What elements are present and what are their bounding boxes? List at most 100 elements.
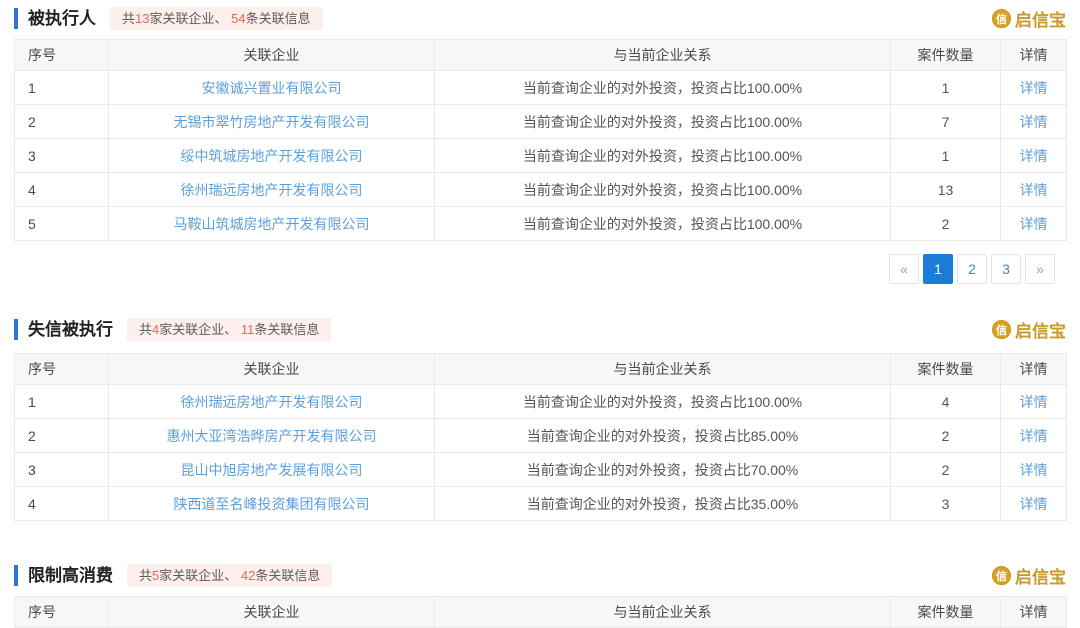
detail-link[interactable]: 详情 [1019,147,1048,164]
table-row: 2 惠州大亚湾浩晔房产开发有限公司 当前查询企业的对外投资，投资占比85.00%… [14,418,1067,453]
company-link[interactable]: 昆山中旭房地产发展有限公司 [180,461,363,478]
row-index: 1 [14,70,109,105]
relation-text: 当前查询企业的对外投资，投资占比85.00% [434,418,891,453]
table-row: 5 马鞍山筑城房地产开发有限公司 当前查询企业的对外投资，投资占比100.00%… [14,206,1067,241]
case-count: 2 [890,452,1001,487]
table-row: 3 昆山中旭房地产发展有限公司 当前查询企业的对外投资，投资占比70.00% 2… [14,452,1067,487]
relation-text: 当前查询企业的对外投资，投资占比35.00% [434,486,891,521]
company-link[interactable]: 无锡市翠竹房地产开发有限公司 [173,113,370,130]
col-header-company: 关联企业 [108,353,435,385]
section-header-xianzhi: 限制高消费 共5家关联企业、 42条关联信息 信 启信宝 [14,563,1066,588]
col-header-detail: 详情 [1000,39,1067,71]
row-index: 2 [14,104,109,139]
qixinbao-logo: 信 启信宝 [992,563,1066,588]
relation-text: 当前查询企业的对外投资，投资占比100.00% [434,384,891,419]
detail-link[interactable]: 详情 [1019,79,1048,96]
col-header-index: 序号 [14,596,109,628]
company-link[interactable]: 安徽诚兴置业有限公司 [201,79,342,96]
badge-info-count: 42 [240,568,256,583]
company-link[interactable]: 惠州大亚湾浩晔房产开发有限公司 [166,427,377,444]
col-header-relation: 与当前企业关系 [434,353,891,385]
section-count-badge: 共5家关联企业、 42条关联信息 [127,564,333,587]
row-index: 4 [14,172,109,207]
case-count: 4 [890,384,1001,419]
detail-link[interactable]: 详情 [1019,215,1048,232]
badge-text: 条关联信息 [245,11,311,26]
table-header-row: 序号 关联企业 与当前企业关系 案件数量 详情 [14,39,1067,71]
row-index: 3 [14,138,109,173]
zhixingren-table: 序号 关联企业 与当前企业关系 案件数量 详情 1 安徽诚兴置业有限公司 当前查… [14,39,1067,241]
col-header-detail: 详情 [1000,353,1067,385]
qixinbao-logo-icon: 信 [992,566,1011,585]
badge-info-count: 11 [240,322,255,337]
col-header-cases: 案件数量 [890,596,1001,628]
section-title: 被执行人 [14,8,96,29]
relation-text: 当前查询企业的对外投资，投资占比100.00% [434,104,891,139]
badge-text: 家关联企业、 [149,11,232,26]
relation-text: 当前查询企业的对外投资，投资占比100.00% [434,138,891,173]
badge-info-count: 54 [231,11,246,26]
company-link[interactable]: 陕西道至名峰投资集团有限公司 [173,495,370,512]
company-link[interactable]: 绥中筑城房地产开发有限公司 [180,147,363,164]
detail-link[interactable]: 详情 [1019,461,1048,478]
detail-link[interactable]: 详情 [1019,113,1048,130]
detail-link[interactable]: 详情 [1019,495,1048,512]
section-count-badge: 共13家关联企业、 54条关联信息 [110,7,323,30]
pagination-page-1[interactable]: 1 [923,254,953,284]
badge-text: 家关联企业、 [159,568,241,583]
badge-text: 条关联信息 [254,322,320,337]
col-header-detail: 详情 [1000,596,1067,628]
badge-company-count: 13 [135,11,150,26]
relation-text: 当前查询企业的对外投资，投资占比100.00% [434,206,891,241]
badge-text: 共 [139,568,153,583]
badge-text: 共 [122,11,136,26]
qixinbao-logo-text: 启信宝 [1015,568,1066,587]
company-link[interactable]: 徐州瑞远房地产开发有限公司 [180,181,363,198]
qixinbao-logo-text: 启信宝 [1015,11,1066,30]
pagination-next-button[interactable]: » [1025,254,1055,284]
case-count: 7 [890,104,1001,139]
table-row: 2 无锡市翠竹房地产开发有限公司 当前查询企业的对外投资，投资占比100.00%… [14,104,1067,139]
case-count: 2 [890,206,1001,241]
detail-link[interactable]: 详情 [1019,393,1048,410]
section-header-shixin: 失信被执行 共4家关联企业、 11条关联信息 信 启信宝 [14,317,1066,342]
section-title: 失信被执行 [14,319,113,340]
col-header-cases: 案件数量 [890,39,1001,71]
qixinbao-logo-icon: 信 [992,320,1011,339]
shixin-table: 序号 关联企业 与当前企业关系 案件数量 详情 1 徐州瑞远房地产开发有限公司 … [14,353,1067,521]
detail-link[interactable]: 详情 [1019,181,1048,198]
qixinbao-logo: 信 启信宝 [992,6,1066,31]
case-count: 1 [890,70,1001,105]
qixinbao-logo-text: 启信宝 [1015,322,1066,341]
pagination-page-3[interactable]: 3 [991,254,1021,284]
detail-link[interactable]: 详情 [1019,427,1048,444]
col-header-company: 关联企业 [108,596,435,628]
row-index: 5 [14,206,109,241]
table-row: 1 徐州瑞远房地产开发有限公司 当前查询企业的对外投资，投资占比100.00% … [14,384,1067,419]
company-link[interactable]: 徐州瑞远房地产开发有限公司 [180,393,363,410]
badge-company-count: 4 [152,322,160,337]
table-header-row: 序号 关联企业 与当前企业关系 案件数量 详情 [14,596,1067,628]
case-count: 13 [890,172,1001,207]
row-index: 4 [14,486,109,521]
pagination-prev-button[interactable]: « [889,254,919,284]
company-link[interactable]: 马鞍山筑城房地产开发有限公司 [173,215,370,232]
relation-text: 当前查询企业的对外投资，投资占比100.00% [434,172,891,207]
badge-text: 条关联信息 [255,568,321,583]
row-index: 1 [14,384,109,419]
pagination-page-2[interactable]: 2 [957,254,987,284]
section-count-badge: 共4家关联企业、 11条关联信息 [127,318,332,341]
col-header-company: 关联企业 [108,39,435,71]
relation-text: 当前查询企业的对外投资，投资占比100.00% [434,70,891,105]
case-count: 3 [890,486,1001,521]
case-count: 2 [890,418,1001,453]
relation-text: 当前查询企业的对外投资，投资占比70.00% [434,452,891,487]
col-header-cases: 案件数量 [890,353,1001,385]
table-row: 1 安徽诚兴置业有限公司 当前查询企业的对外投资，投资占比100.00% 1 详… [14,70,1067,105]
row-index: 2 [14,418,109,453]
qixinbao-logo: 信 启信宝 [992,317,1066,342]
row-index: 3 [14,452,109,487]
col-header-index: 序号 [14,39,109,71]
table-row: 4 徐州瑞远房地产开发有限公司 当前查询企业的对外投资，投资占比100.00% … [14,172,1067,207]
badge-company-count: 5 [152,568,160,583]
